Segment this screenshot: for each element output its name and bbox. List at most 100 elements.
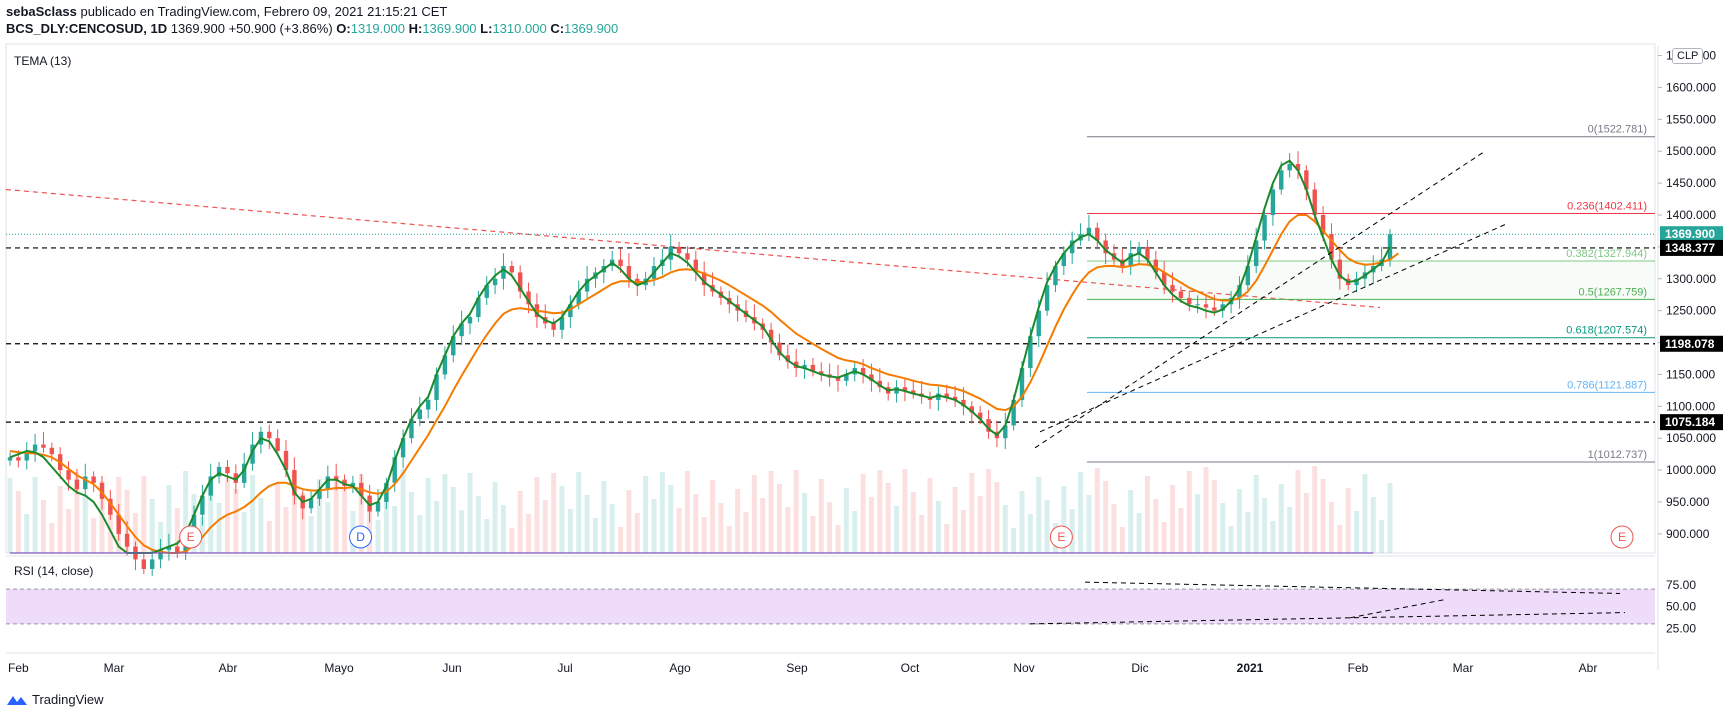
volume-bar xyxy=(1354,511,1360,553)
volume-bar xyxy=(684,471,690,553)
close-label: C: xyxy=(550,21,565,36)
candle-body xyxy=(492,278,498,286)
volume-bar xyxy=(760,498,766,553)
change-value: +50.900 (+3.86%) xyxy=(228,21,333,36)
volume-bar xyxy=(325,502,331,553)
rsi-trend-line-2 xyxy=(1029,612,1626,625)
candle-body xyxy=(66,470,71,480)
volume-bar xyxy=(776,484,782,553)
candle-body xyxy=(241,463,247,483)
candle-body xyxy=(1161,272,1167,286)
candle-body xyxy=(400,438,406,458)
volume-bar xyxy=(785,507,791,553)
volume-bar xyxy=(1086,495,1092,553)
candle-body xyxy=(342,479,347,487)
volume-bar xyxy=(241,512,247,553)
candle-body xyxy=(693,259,699,273)
volume-bar xyxy=(626,490,632,553)
candle-body xyxy=(208,476,213,496)
candle-body xyxy=(308,498,314,509)
volume-bar xyxy=(233,489,239,553)
volume-bar xyxy=(927,478,933,553)
low-value: 1310.000 xyxy=(492,21,547,36)
volume-bar xyxy=(802,493,808,553)
symbol-label[interactable]: BCS_DLY:CENCOSUD, 1D xyxy=(6,21,168,36)
volume-bar xyxy=(726,526,732,553)
candle-body xyxy=(317,489,322,499)
fib-level-label: 0.236(1402.411) xyxy=(1567,200,1647,212)
candle-body xyxy=(877,380,883,388)
candle-body xyxy=(91,476,96,483)
candle-body xyxy=(676,246,682,254)
volume-bar xyxy=(1170,485,1176,553)
volume-bar xyxy=(300,493,306,553)
volume-bar xyxy=(450,487,456,553)
low-label: L: xyxy=(480,21,493,36)
volume-bar xyxy=(551,473,557,553)
volume-bar xyxy=(275,484,281,553)
candle-body xyxy=(977,412,983,420)
volume-bar xyxy=(1270,521,1276,553)
volume-bar xyxy=(969,473,975,553)
candle-body xyxy=(768,329,774,343)
volume-bar xyxy=(208,480,214,553)
event-marker-label: E xyxy=(1618,530,1626,544)
y-tick-label: 1150.000 xyxy=(1666,367,1715,381)
volume-bar xyxy=(367,497,373,553)
candle-body xyxy=(116,514,121,534)
volume-bar xyxy=(526,514,532,553)
rsi-trend-line-1 xyxy=(1084,581,1621,594)
candle-body xyxy=(936,393,941,400)
candle-body xyxy=(1061,253,1067,267)
candle-body xyxy=(911,390,916,394)
volume-bar xyxy=(1337,525,1343,553)
x-tick-label: Mar xyxy=(1453,661,1474,675)
tradingview-branding[interactable]: TradingView xyxy=(6,692,104,707)
volume-bar xyxy=(668,485,674,553)
volume-bar xyxy=(601,481,607,553)
volume-bar xyxy=(99,481,105,553)
author-name[interactable]: sebaSclass xyxy=(6,4,77,19)
candle-body xyxy=(1036,310,1041,337)
volume-bar xyxy=(66,509,72,553)
volume-bar xyxy=(818,479,824,553)
event-marker xyxy=(179,525,203,549)
x-tick-label: Jul xyxy=(557,661,572,675)
volume-bar xyxy=(986,469,992,553)
volume-bar xyxy=(534,477,540,553)
volume-bar xyxy=(82,495,88,553)
y-tick-label: 1250.000 xyxy=(1666,304,1716,318)
candle-body xyxy=(785,355,791,362)
y-tick-label: 1300.000 xyxy=(1666,272,1716,286)
candle-body xyxy=(141,559,147,569)
volume-bar xyxy=(24,514,30,553)
candle-body xyxy=(1003,425,1008,439)
volume-bar xyxy=(843,488,849,553)
candle-body xyxy=(1320,215,1326,235)
volume-bar xyxy=(1278,484,1284,553)
x-tick-label: Feb xyxy=(8,661,29,675)
volume-bar xyxy=(375,520,381,553)
volume-bar xyxy=(643,476,649,553)
volume-bar xyxy=(960,510,966,553)
volume-bar xyxy=(342,488,348,553)
currency-button[interactable]: CLP xyxy=(1672,48,1704,64)
volume-bar xyxy=(542,500,548,553)
volume-bar xyxy=(1178,508,1184,553)
volume-bar xyxy=(810,516,816,553)
y-tick-label: 1050.000 xyxy=(1666,431,1716,445)
candle-body xyxy=(1203,304,1209,308)
candle-body xyxy=(467,317,473,324)
rsi-indicator-label[interactable]: RSI (14, close) xyxy=(14,564,94,578)
level-tag xyxy=(1660,414,1723,431)
volume-bar xyxy=(149,499,155,553)
candle-body xyxy=(283,450,289,471)
candle-body xyxy=(108,498,113,515)
volume-bar xyxy=(1295,470,1301,553)
candle-body xyxy=(1178,291,1184,298)
tema-indicator-label[interactable]: TEMA (13) xyxy=(14,54,72,68)
candle-body xyxy=(509,266,515,273)
volume-bar xyxy=(877,470,883,553)
candle-body xyxy=(894,387,899,394)
